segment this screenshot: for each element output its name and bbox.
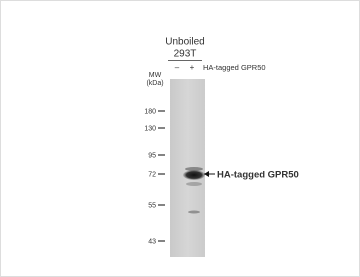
band-upper [185, 167, 203, 171]
lane-label: HA-tagged GPR50 [203, 63, 266, 72]
lane-minus: – [175, 63, 180, 72]
marker-label: 130 [144, 125, 156, 132]
marker-label: 180 [144, 108, 156, 115]
marker-label: 95 [148, 152, 156, 159]
lane-plus: + [190, 63, 195, 72]
cell-line: 293T [174, 49, 197, 60]
marker-label: 72 [148, 171, 156, 178]
band-annotation: HA-tagged GPR50 [217, 170, 299, 181]
mw-unit: (kDa) [146, 80, 163, 87]
figure: Unboiled 293T – + HA-tagged GPR50 MW (kD… [0, 0, 360, 277]
band-main [183, 170, 205, 180]
band-faint [188, 211, 200, 214]
band-lower [186, 182, 202, 186]
marker-label: 55 [148, 202, 156, 209]
condition: Unboiled [165, 37, 204, 48]
mw-title: MW [149, 72, 162, 79]
marker-label: 43 [148, 238, 156, 245]
